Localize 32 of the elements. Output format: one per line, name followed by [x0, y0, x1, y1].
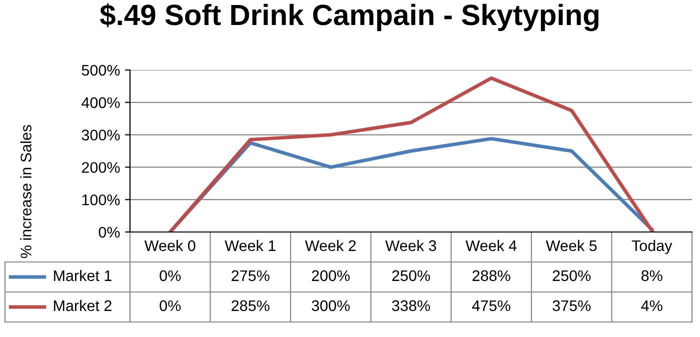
data-label: 275%	[232, 270, 270, 282]
y-tick-label: 300%	[82, 130, 120, 140]
y-tick-label: 200%	[82, 162, 120, 173]
data-label: 4%	[641, 300, 662, 312]
data-label: 250%	[392, 270, 430, 282]
x-tick-label: Today	[632, 240, 672, 254]
x-tick-label: Week 1	[224, 240, 276, 252]
legend-label: Market 2	[54, 300, 112, 312]
chart-title: $.49 Soft Drink Campain - Skytyping	[100, 3, 598, 32]
data-label: 375%	[552, 300, 591, 312]
x-tick-label: Week 0	[144, 240, 196, 252]
data-label: 285%	[232, 300, 270, 312]
data-label: 288%	[472, 270, 510, 282]
y-tick-label: 400%	[82, 97, 120, 108]
x-tick-label: Week 5	[546, 240, 597, 252]
y-axis-title: % increase in Sales	[20, 124, 32, 258]
data-label: 475%	[472, 300, 510, 312]
x-tick-label: Week 4	[466, 240, 517, 252]
data-label: 200%	[312, 270, 350, 282]
x-tick-label: Week 2	[305, 240, 356, 252]
line-series	[168, 76, 654, 232]
legend-label: Market 1	[54, 270, 112, 282]
data-label: 338%	[392, 300, 430, 312]
y-tick-label: 0%	[98, 226, 120, 238]
data-label: 0%	[160, 300, 181, 312]
data-label: 0%	[160, 270, 181, 282]
y-tick-label: 500%	[82, 64, 120, 76]
data-label: 300%	[312, 300, 350, 312]
y-tick-label: 100%	[82, 194, 120, 206]
x-tick-label: Week 3	[385, 240, 436, 252]
data-label: 8%	[641, 270, 662, 282]
data-label: 250%	[552, 270, 591, 282]
